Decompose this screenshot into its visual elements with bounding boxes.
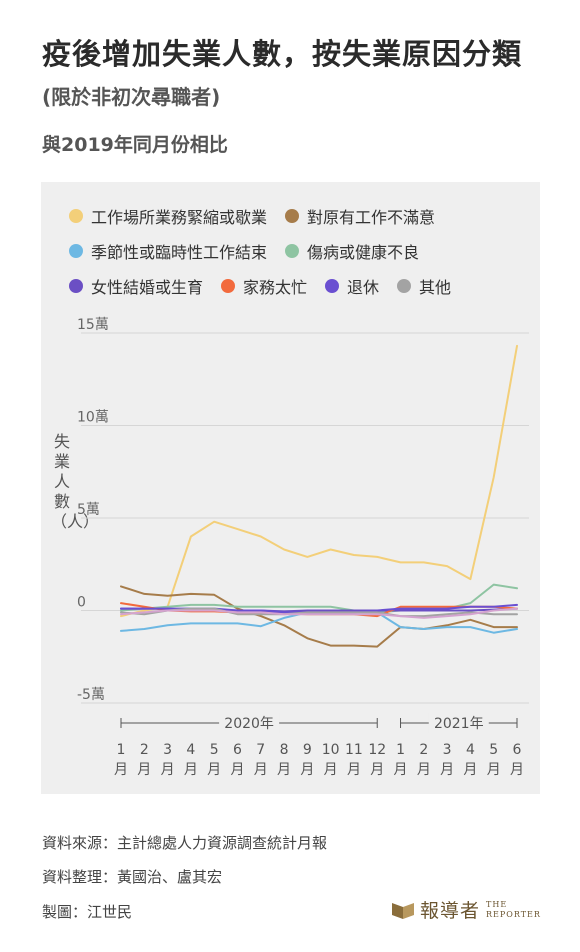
x-tick-label-unit: 月 <box>440 762 454 778</box>
year-label: 2020年 <box>224 716 274 732</box>
y-tick-label: 5萬 <box>77 502 100 518</box>
legend-item: 其他 <box>397 274 451 298</box>
x-tick-label: 11 <box>345 742 363 758</box>
y-tick-label: 15萬 <box>77 317 109 333</box>
legend-row-1: 工作場所業務緊縮或歇業 對原有工作不滿意 <box>69 198 539 233</box>
footer-source: 資料來源：主計總處人力資源調查統計月報 <box>42 834 328 852</box>
legend-swatch <box>69 208 83 223</box>
legend-label: 對原有工作不滿意 <box>307 207 436 227</box>
series-line <box>120 607 518 618</box>
legend-label: 季節性或臨時性工作結束 <box>91 242 268 262</box>
x-tick-label-unit: 月 <box>254 762 268 778</box>
legend-item: 退休 <box>325 274 379 298</box>
page-title: 疫後增加失業人數，按失業原因分類 (限於非初次尋職者) <box>42 34 552 117</box>
year-label-bg <box>428 713 489 733</box>
x-tick-label: 2 <box>140 742 149 758</box>
x-tick-label: 6 <box>513 742 522 758</box>
logo-en-line2: REPORTER <box>486 909 541 919</box>
legend-swatch <box>285 243 300 258</box>
y-tick-label: 0 <box>77 595 86 611</box>
x-tick-label-unit: 月 <box>463 762 477 778</box>
legend-item: 女性結婚或生育 <box>69 274 203 298</box>
legend-swatch <box>397 278 412 293</box>
series-line <box>120 344 518 618</box>
legend-label: 傷病或健康不良 <box>307 242 420 262</box>
x-tick-label-unit: 月 <box>417 762 431 778</box>
x-tick-label-unit: 月 <box>207 762 221 778</box>
title-main: 疫後增加失業人數，按失業原因分類 <box>42 37 523 71</box>
legend-item: 傷病或健康不良 <box>285 239 419 263</box>
logo-en: THE REPORTER <box>486 900 541 920</box>
x-tick-label-unit: 月 <box>300 762 314 778</box>
legend-label: 工作場所業務緊縮或歇業 <box>91 207 268 227</box>
x-tick-label-unit: 月 <box>230 762 244 778</box>
logo-mark-icon <box>392 902 414 919</box>
page-subtitle: 與2019年同月份相比 <box>42 134 228 156</box>
legend-item: 工作場所業務緊縮或歇業 <box>69 204 267 228</box>
year-label-bg <box>219 713 280 733</box>
x-tick-label-unit: 月 <box>370 762 384 778</box>
logo-en-line1: THE <box>486 899 508 909</box>
x-tick-label: 7 <box>256 742 265 758</box>
legend-swatch <box>325 278 340 293</box>
legend-label: 退休 <box>347 277 380 297</box>
series-line <box>120 585 518 648</box>
legend-item: 對原有工作不滿意 <box>285 204 435 228</box>
x-tick-label: 4 <box>186 742 195 758</box>
chart-panel: 工作場所業務緊縮或歇業 對原有工作不滿意 季節性或臨時性工作結束 傷病或健康不良… <box>41 182 540 794</box>
x-tick-label-unit: 月 <box>161 762 175 778</box>
series-line <box>120 607 518 619</box>
x-tick-label-unit: 月 <box>510 762 524 778</box>
x-tick-label: 8 <box>280 742 289 758</box>
x-tick-label-unit: 月 <box>394 762 408 778</box>
x-tick-label-unit: 月 <box>324 762 338 778</box>
legend-swatch <box>69 278 83 293</box>
x-tick-label: 1 <box>117 742 126 758</box>
legend-label: 女性結婚或生育 <box>91 277 204 297</box>
y-tick-label: 10萬 <box>77 410 109 426</box>
y-tick-label: -5萬 <box>77 687 105 703</box>
x-tick-label: 2 <box>419 742 428 758</box>
the-reporter-logo: 報導者 THE REPORTER <box>392 896 541 923</box>
footer-compiled: 資料整理：黃國治、盧其宏 <box>42 868 223 886</box>
x-tick-label: 5 <box>489 742 498 758</box>
x-tick-label-unit: 月 <box>347 762 361 778</box>
x-tick-label: 3 <box>443 742 452 758</box>
legend-label: 其他 <box>419 277 452 297</box>
legend-swatch <box>285 208 300 223</box>
legend-item: 季節性或臨時性工作結束 <box>69 239 267 263</box>
x-tick-label: 3 <box>163 742 172 758</box>
footer-author: 製圖：江世民 <box>42 903 133 921</box>
year-label: 2021年 <box>434 716 484 732</box>
x-tick-label-unit: 月 <box>277 762 291 778</box>
title-note: (限於非初次尋職者) <box>42 85 221 109</box>
chart-legend: 工作場所業務緊縮或歇業 對原有工作不滿意 季節性或臨時性工作結束 傷病或健康不良… <box>69 198 539 303</box>
x-tick-label: 9 <box>303 742 312 758</box>
legend-swatch <box>221 278 236 293</box>
legend-row-2: 季節性或臨時性工作結束 傷病或健康不良 <box>69 233 539 268</box>
x-tick-label-unit: 月 <box>487 762 501 778</box>
legend-row-3: 女性結婚或生育 家務太忙 退休 其他 <box>69 268 539 303</box>
x-tick-label: 6 <box>233 742 242 758</box>
x-tick-label: 5 <box>210 742 219 758</box>
legend-item: 家務太忙 <box>221 274 307 298</box>
legend-swatch <box>69 243 83 258</box>
x-tick-label: 4 <box>466 742 475 758</box>
x-tick-label: 1 <box>396 742 405 758</box>
legend-label: 家務太忙 <box>243 277 308 297</box>
x-tick-label: 12 <box>368 742 386 758</box>
x-tick-label-unit: 月 <box>137 762 151 778</box>
x-tick-label-unit: 月 <box>114 762 128 778</box>
x-tick-label: 10 <box>322 742 340 758</box>
logo-name: 報導者 <box>420 900 481 922</box>
x-tick-label-unit: 月 <box>184 762 198 778</box>
